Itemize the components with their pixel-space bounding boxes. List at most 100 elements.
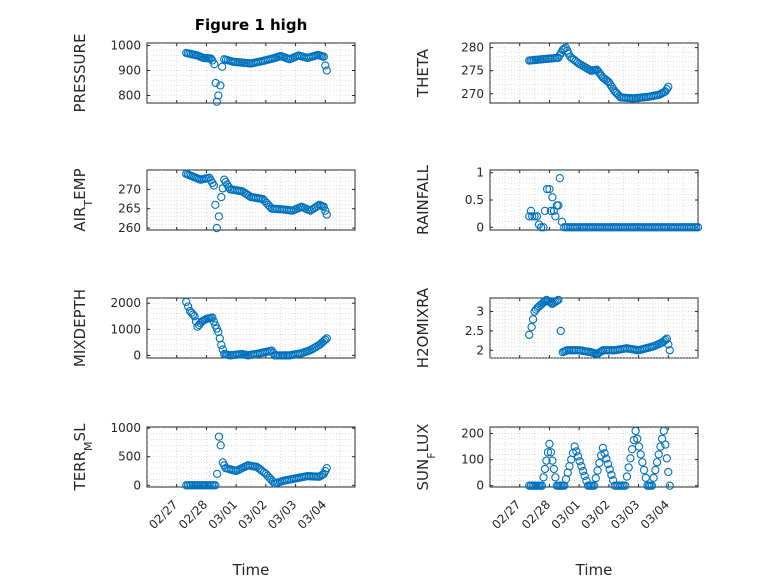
data-point <box>554 295 563 305</box>
y-tick-label: 0 <box>476 479 484 493</box>
data-point <box>605 465 614 474</box>
data-point <box>536 223 546 232</box>
data-point <box>600 449 609 458</box>
data-point <box>212 97 221 106</box>
data-point <box>209 317 219 326</box>
data-point <box>656 442 665 451</box>
data-point <box>572 447 581 456</box>
data-point <box>313 201 322 211</box>
data-point <box>534 220 544 229</box>
y-tick-label: 3 <box>476 305 484 319</box>
data-point <box>540 206 550 216</box>
data-point <box>214 432 224 441</box>
data-point <box>610 87 619 96</box>
data-point <box>532 212 542 221</box>
y-tick-label: 0 <box>133 348 141 362</box>
data-point <box>652 458 662 467</box>
data-point <box>603 459 613 469</box>
chart-panel-theta: 270 275 280 THETA <box>414 41 699 104</box>
y-tick-label: 200 <box>461 427 484 441</box>
x-tick-label: 03/01 <box>549 497 583 531</box>
data-point <box>528 315 538 324</box>
data-point <box>548 456 557 465</box>
data-point <box>557 217 567 226</box>
data-point <box>321 61 330 70</box>
y-tick-label: 280 <box>461 41 484 55</box>
data-point <box>546 298 556 307</box>
data-point <box>319 52 328 61</box>
y-tick-label: 2000 <box>110 296 141 310</box>
data-point <box>545 439 554 449</box>
data-point <box>542 184 552 194</box>
data-point <box>216 81 225 90</box>
data-point <box>556 326 565 336</box>
data-point <box>188 310 198 319</box>
x-tick-label: 03/04 <box>295 497 329 531</box>
data-point <box>211 200 220 209</box>
y-tick-label: 275 <box>461 64 484 78</box>
y-tick-label: 1000 <box>110 322 141 336</box>
data-point <box>540 297 550 306</box>
data-point <box>549 464 559 474</box>
y-tick-label: 2 <box>476 343 484 357</box>
data-point <box>212 469 222 479</box>
data-point <box>182 297 191 307</box>
y-tick-label: 0 <box>476 220 484 234</box>
y-axis-label: H2OMIXRA <box>414 287 432 368</box>
data-point <box>537 481 547 490</box>
data-point <box>631 426 640 436</box>
data-point <box>212 223 221 233</box>
data-point <box>190 312 199 321</box>
data-point <box>528 212 537 221</box>
data-point <box>214 91 223 100</box>
data-point <box>570 442 579 451</box>
data-point <box>554 201 563 210</box>
data-point <box>539 473 548 482</box>
chart-panel-mixdepth: 0 1000 2000 MIXDEPTH <box>71 289 356 367</box>
y-tick-label: 1 <box>476 166 484 180</box>
y-axis-label: THETA <box>414 48 432 98</box>
y-axis-label: PRESSURE <box>71 34 89 113</box>
data-point <box>551 473 560 482</box>
data-point <box>612 88 621 98</box>
data-point <box>322 463 331 473</box>
y-axis-label: MIXDEPTH <box>71 289 89 367</box>
data-point <box>607 470 616 480</box>
data-point <box>602 454 611 463</box>
data-point <box>665 346 674 355</box>
data-point <box>634 442 644 451</box>
data-point <box>595 458 604 468</box>
x-tick-label: 03/04 <box>638 497 672 531</box>
data-point <box>545 184 554 194</box>
data-point <box>591 473 600 483</box>
data-point <box>216 441 225 450</box>
data-point <box>659 426 668 436</box>
data-point <box>211 481 220 490</box>
y-tick-label: 800 <box>118 89 141 103</box>
data-point <box>208 313 217 322</box>
data-point <box>319 202 328 211</box>
data-point <box>626 454 635 463</box>
data-point <box>552 296 562 306</box>
data-point <box>621 481 630 490</box>
data-point <box>573 452 583 461</box>
y-tick-label: 2.5 <box>465 324 484 338</box>
data-point <box>664 467 673 477</box>
data-point <box>322 210 331 219</box>
data-point <box>206 54 216 63</box>
data-point <box>527 322 536 332</box>
y-tick-label: 265 <box>118 202 141 216</box>
y-tick-label: 900 <box>118 64 141 78</box>
x-tick-label: 02/27 <box>489 497 523 531</box>
y-tick-label: 260 <box>118 221 141 235</box>
data-point <box>548 193 557 202</box>
data-point <box>555 174 564 183</box>
x-tick-label: 03/02 <box>235 497 269 531</box>
y-tick-label: 0.5 <box>465 193 484 207</box>
y-tick-label: 1000 <box>110 39 141 53</box>
figure-title: Figure 1 high <box>195 16 308 34</box>
data-point <box>321 206 330 215</box>
data-point <box>217 340 226 350</box>
x-axis-label-left: Time <box>232 561 270 579</box>
data-point <box>321 335 330 344</box>
